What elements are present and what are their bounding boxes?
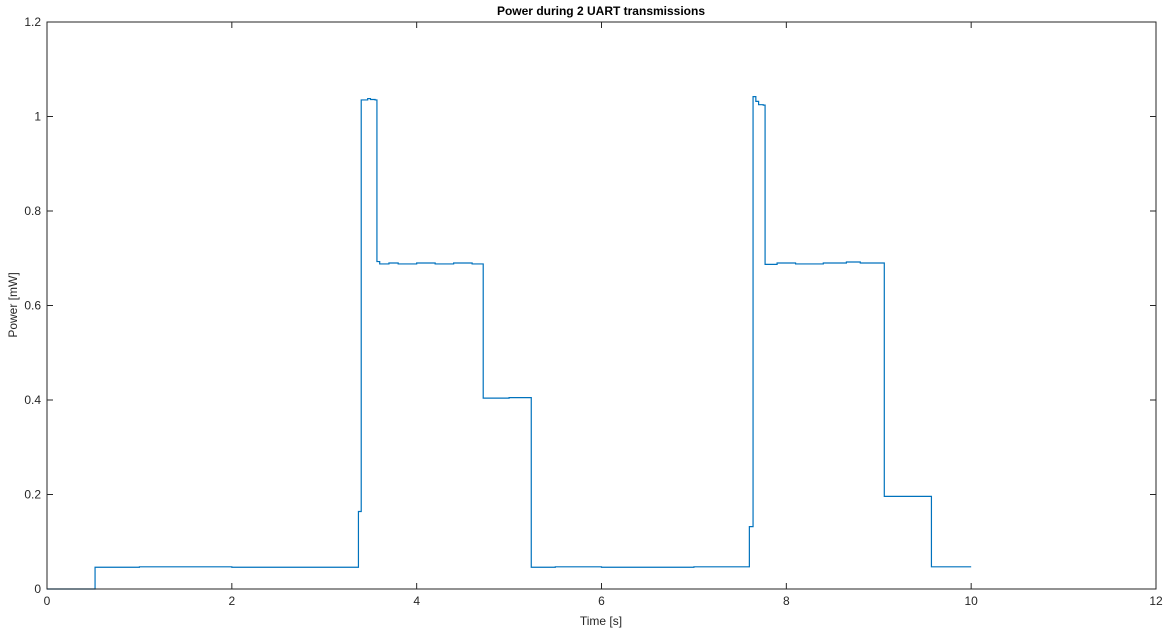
plot-area xyxy=(47,22,1156,589)
x-tick-label: 8 xyxy=(783,594,790,608)
x-tick-label: 4 xyxy=(413,594,420,608)
y-tick-label: 0.8 xyxy=(24,204,41,218)
x-tick-label: 10 xyxy=(964,594,978,608)
x-tick-label: 6 xyxy=(598,594,605,608)
y-tick-label: 0.6 xyxy=(24,299,41,313)
y-tick-label: 0.2 xyxy=(24,488,41,502)
x-tick-label: 12 xyxy=(1149,594,1163,608)
x-axis-title: Time [s] xyxy=(580,614,622,628)
y-tick-labels: 0 0.2 0.4 0.6 0.8 1 1.2 xyxy=(24,15,41,596)
y-tick-label: 1.2 xyxy=(24,15,41,29)
y-tick-label: 1 xyxy=(34,110,41,124)
y-axis-title: Power [mW] xyxy=(6,272,20,337)
y-tick-label: 0 xyxy=(34,582,41,596)
x-tick-label: 2 xyxy=(228,594,235,608)
x-tick-label: 0 xyxy=(44,594,51,608)
y-tick-label: 0.4 xyxy=(24,393,41,407)
chart-title: Power during 2 UART transmissions xyxy=(497,4,705,18)
x-tick-labels: 0 2 4 6 8 10 12 xyxy=(44,594,1163,608)
plot-frame xyxy=(46,21,1157,590)
power-series-line xyxy=(47,96,972,590)
